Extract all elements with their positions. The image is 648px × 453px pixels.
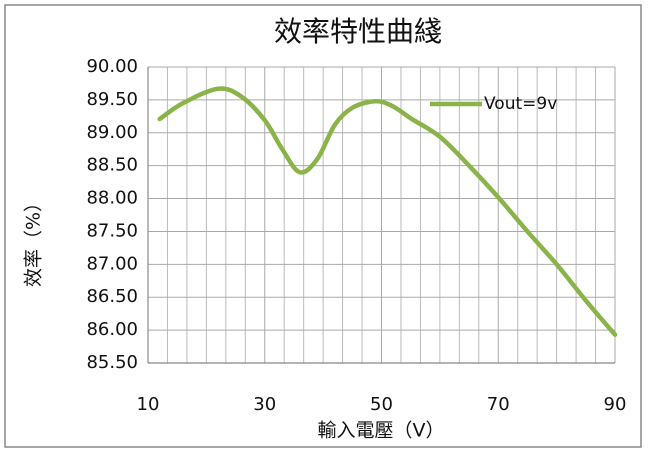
x-axis-label: 輸入電壓（V） <box>318 420 445 442</box>
y-tick-label: 87.00 <box>86 253 138 274</box>
y-tick-label: 88.50 <box>86 155 138 176</box>
y-tick-label: 89.50 <box>86 89 138 110</box>
y-tick-label: 86.50 <box>86 286 138 307</box>
chart-title: 效率特性曲綫 <box>274 15 442 48</box>
x-tick-label: 50 <box>370 394 393 415</box>
x-tick-label: 30 <box>253 394 276 415</box>
x-tick-label: 70 <box>487 394 510 415</box>
y-tick-label: 90.00 <box>86 56 138 77</box>
x-tick-label: 90 <box>604 394 627 415</box>
data-line <box>157 86 618 337</box>
y-axis-label: 效率（%） <box>23 193 45 287</box>
x-tick-label: 10 <box>137 394 160 415</box>
y-tick-label: 89.00 <box>86 122 138 143</box>
y-tick-label: 88.00 <box>86 188 138 209</box>
y-tick-label: 87.50 <box>86 220 138 241</box>
y-tick-label: 86.00 <box>86 319 138 340</box>
legend-label: Vout=9v <box>484 94 557 114</box>
y-tick-label: 85.50 <box>86 352 138 373</box>
